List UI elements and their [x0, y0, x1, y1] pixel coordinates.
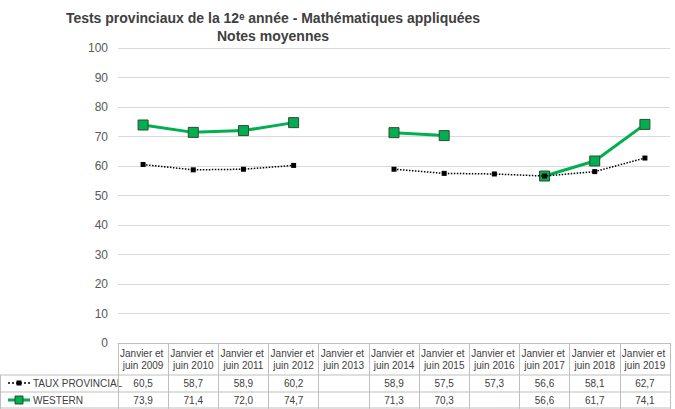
svg-text:Janvier et: Janvier et — [120, 348, 166, 359]
svg-text:Janvier et: Janvier et — [572, 348, 618, 359]
svg-text:60,5: 60,5 — [133, 378, 153, 389]
svg-text:Janvier et: Janvier et — [271, 348, 317, 359]
svg-text:WESTERN: WESTERN — [33, 395, 83, 406]
svg-text:juin 2019: juin 2019 — [624, 360, 666, 371]
svg-text:juin 2013: juin 2013 — [323, 360, 365, 371]
svg-text:10: 10 — [95, 307, 109, 321]
svg-text:72,0: 72,0 — [234, 395, 254, 406]
svg-text:Janvier et: Janvier et — [471, 348, 517, 359]
svg-text:70,3: 70,3 — [434, 395, 454, 406]
svg-text:90: 90 — [95, 71, 109, 85]
svg-text:Tests provinciaux de la 12ᵉ an: Tests provinciaux de la 12ᵉ année - Math… — [66, 10, 480, 26]
svg-text:60,2: 60,2 — [284, 378, 304, 389]
svg-text:70: 70 — [95, 130, 109, 144]
svg-text:juin 2010: juin 2010 — [172, 360, 214, 371]
svg-text:100: 100 — [88, 41, 108, 55]
svg-text:juin 2009: juin 2009 — [122, 360, 164, 371]
svg-text:Janvier et: Janvier et — [220, 348, 266, 359]
svg-text:Janvier et: Janvier et — [421, 348, 467, 359]
svg-text:71,4: 71,4 — [184, 395, 204, 406]
svg-text:Janvier et: Janvier et — [521, 348, 567, 359]
svg-text:juin 2012: juin 2012 — [272, 360, 314, 371]
svg-text:61,7: 61,7 — [585, 395, 605, 406]
svg-text:Janvier et: Janvier et — [622, 348, 668, 359]
svg-text:30: 30 — [95, 248, 109, 262]
svg-text:0: 0 — [101, 336, 108, 350]
svg-text:60: 60 — [95, 159, 109, 173]
svg-text:juin 2011: juin 2011 — [223, 360, 264, 371]
svg-text:20: 20 — [95, 277, 109, 291]
svg-text:74,7: 74,7 — [284, 395, 304, 406]
svg-text:Janvier et: Janvier et — [371, 348, 417, 359]
svg-text:juin 2015: juin 2015 — [423, 360, 465, 371]
svg-text:74,1: 74,1 — [635, 395, 655, 406]
svg-text:73,9: 73,9 — [133, 395, 153, 406]
svg-text:56,6: 56,6 — [535, 395, 555, 406]
svg-text:Janvier et: Janvier et — [170, 348, 216, 359]
svg-text:40: 40 — [95, 218, 109, 232]
svg-text:57,5: 57,5 — [434, 378, 454, 389]
svg-text:57,3: 57,3 — [485, 378, 505, 389]
svg-text:80: 80 — [95, 100, 109, 114]
svg-text:50: 50 — [95, 189, 109, 203]
svg-text:58,9: 58,9 — [384, 378, 404, 389]
svg-text:Notes moyennes: Notes moyennes — [217, 28, 329, 44]
svg-text:TAUX PROVINCIAL: TAUX PROVINCIAL — [33, 378, 123, 389]
svg-text:58,9: 58,9 — [234, 378, 254, 389]
svg-text:juin 2017: juin 2017 — [523, 360, 565, 371]
svg-text:Janvier et: Janvier et — [321, 348, 367, 359]
svg-text:58,1: 58,1 — [585, 378, 605, 389]
svg-text:56,6: 56,6 — [535, 378, 555, 389]
svg-text:71,3: 71,3 — [384, 395, 404, 406]
svg-text:juin 2014: juin 2014 — [373, 360, 415, 371]
svg-text:62,7: 62,7 — [635, 378, 655, 389]
svg-text:juin 2016: juin 2016 — [473, 360, 515, 371]
svg-text:58,7: 58,7 — [184, 378, 204, 389]
svg-text:juin 2018: juin 2018 — [573, 360, 615, 371]
